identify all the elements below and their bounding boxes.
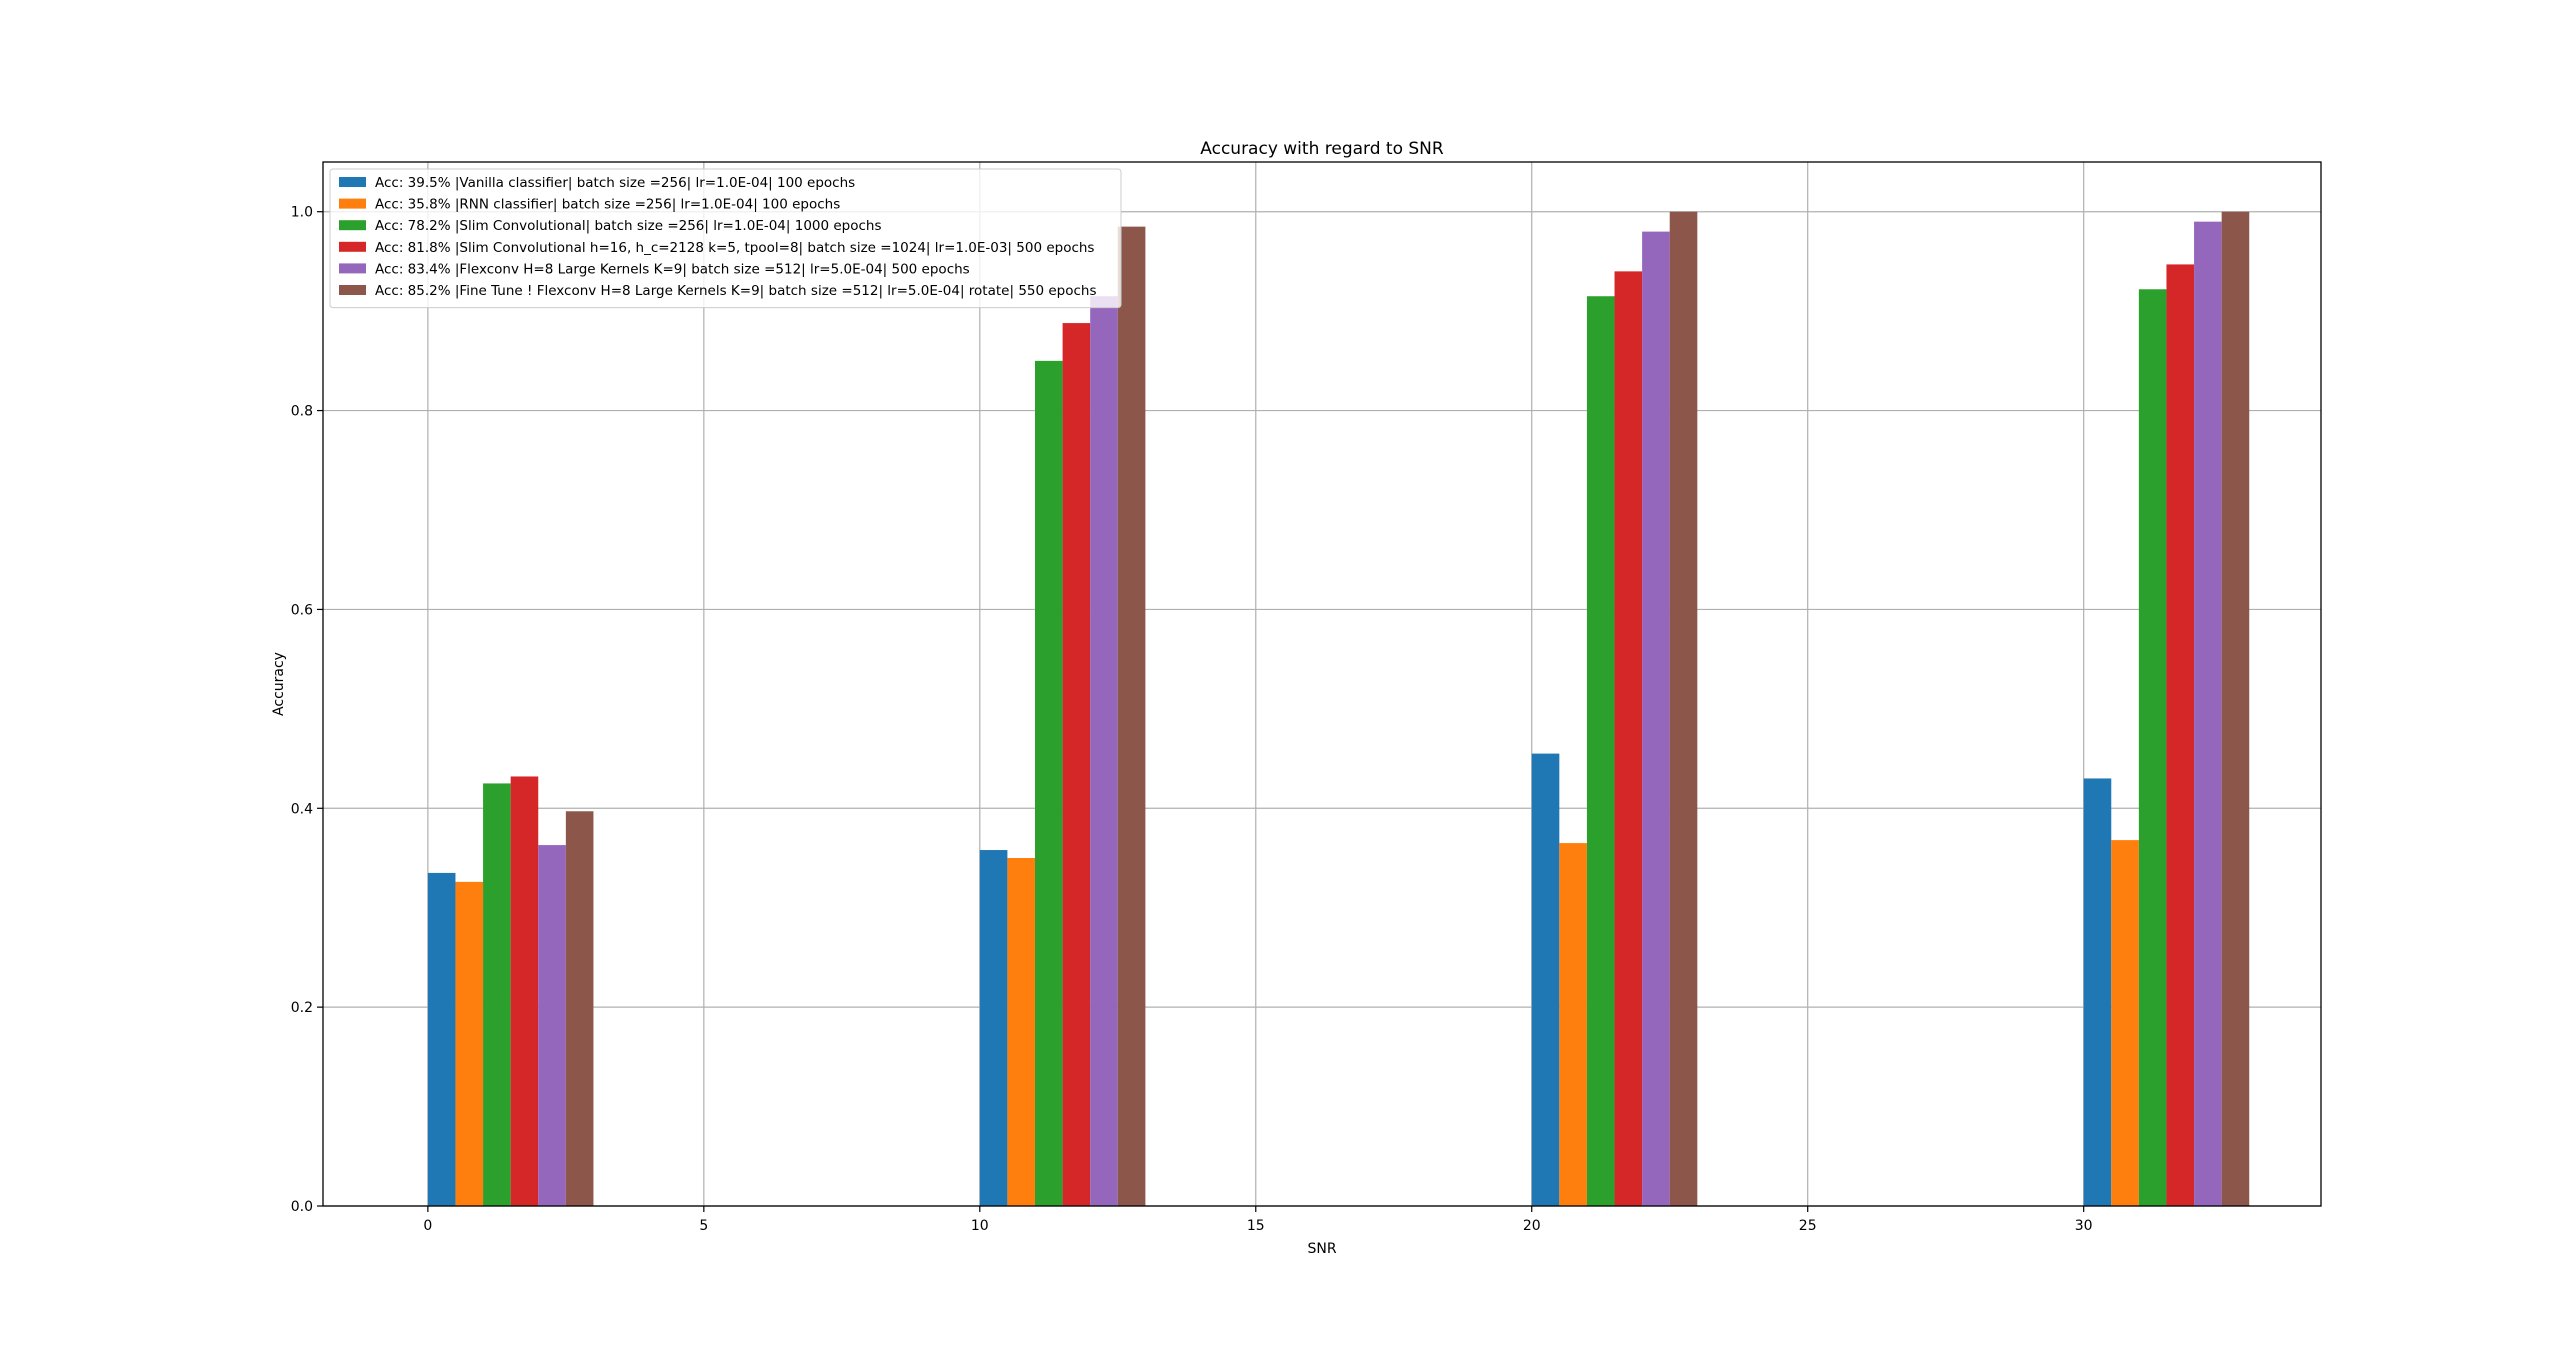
bar-series-3-snr-30 <box>2138 289 2167 1207</box>
bar-series-6-snr-20 <box>1669 211 1698 1206</box>
bar-series-2-snr-10 <box>1007 858 1035 1206</box>
x-tick-label: 30 <box>2075 1218 2093 1234</box>
bar-series-1-snr-0 <box>427 872 456 1206</box>
legend-swatch-2 <box>339 198 366 209</box>
bar-series-1-snr-20 <box>1531 753 1560 1206</box>
bar-series-1-snr-30 <box>2083 778 2112 1206</box>
legend-box <box>329 168 1122 309</box>
axes: 0 5 10 15 20 25 30 0.0 0.2 0.4 0.6 0.8 1.0 <box>291 161 2322 1234</box>
legend-entry-5: Acc: 83.4% |Flexconv H=8 Large Kernels K… <box>375 261 970 277</box>
bar-series-2-snr-30 <box>2111 840 2139 1206</box>
y-tick-label: 0.6 <box>291 602 313 618</box>
x-axis-label: SNR <box>1307 1241 1336 1257</box>
legend-entry-2: Acc: 35.8% |RNN classifier| batch size =… <box>375 197 840 213</box>
bar-series-5-snr-30 <box>2194 221 2222 1206</box>
y-tick-label: 0.2 <box>291 1000 313 1016</box>
bar-series-4-snr-0 <box>510 776 539 1206</box>
x-tick-label: 25 <box>1799 1218 1817 1234</box>
x-tick-label: 0 <box>423 1218 432 1234</box>
chart-title: Accuracy with regard to SNR <box>1200 139 1444 159</box>
legend-entry-1: Acc: 39.5% |Vanilla classifier| batch si… <box>375 175 855 191</box>
bar-series-4-snr-20 <box>1614 271 1643 1206</box>
legend-swatch-5 <box>339 263 366 274</box>
x-tick-label: 10 <box>971 1218 989 1234</box>
bar-series-1-snr-10 <box>979 850 1008 1206</box>
y-tick-label: 0.8 <box>291 404 313 420</box>
legend-swatch-6 <box>339 285 366 295</box>
legend-swatch-3 <box>339 220 366 231</box>
legend-entry-3: Acc: 78.2% |Slim Convolutional| batch si… <box>375 218 882 234</box>
bars <box>427 211 2250 1207</box>
y-tick-label: 0.0 <box>291 1199 313 1215</box>
y-tick-label: 0.4 <box>291 801 313 817</box>
bar-series-2-snr-20 <box>1559 843 1587 1206</box>
y-tick-label: 1.0 <box>291 205 313 221</box>
bar-series-5-snr-10 <box>1090 296 1118 1206</box>
y-axis-label: Accuracy <box>271 652 287 716</box>
plot-frame <box>322 161 2322 1207</box>
bar-series-5-snr-20 <box>1642 231 1670 1207</box>
bar-series-6-snr-10 <box>1117 226 1146 1207</box>
bar-series-3-snr-10 <box>1034 360 1063 1206</box>
legend-entry-4: Acc: 81.8% |Slim Convolutional h=16, h_c… <box>375 240 1094 256</box>
legend-swatch-1 <box>339 177 366 187</box>
bar-series-5-snr-0 <box>538 845 566 1206</box>
x-tick-label: 15 <box>1247 1218 1265 1234</box>
bar-series-2-snr-0 <box>455 881 484 1206</box>
x-tick-label: 5 <box>699 1218 708 1234</box>
legend-swatch-4 <box>339 241 366 252</box>
bar-series-6-snr-30 <box>2221 211 2250 1206</box>
bar-series-3-snr-20 <box>1586 296 1615 1206</box>
x-tick-label: 20 <box>1523 1218 1541 1234</box>
legend-entry-6: Acc: 85.2% |Fine Tune ! Flexconv H=8 Lar… <box>375 283 1097 299</box>
bar-series-6-snr-0 <box>565 811 594 1206</box>
bar-series-4-snr-30 <box>2166 264 2195 1206</box>
bar-series-3-snr-0 <box>483 783 511 1206</box>
bar-series-4-snr-10 <box>1062 323 1091 1206</box>
legend: Acc: 39.5% |Vanilla classifier| batch si… <box>329 168 1122 309</box>
